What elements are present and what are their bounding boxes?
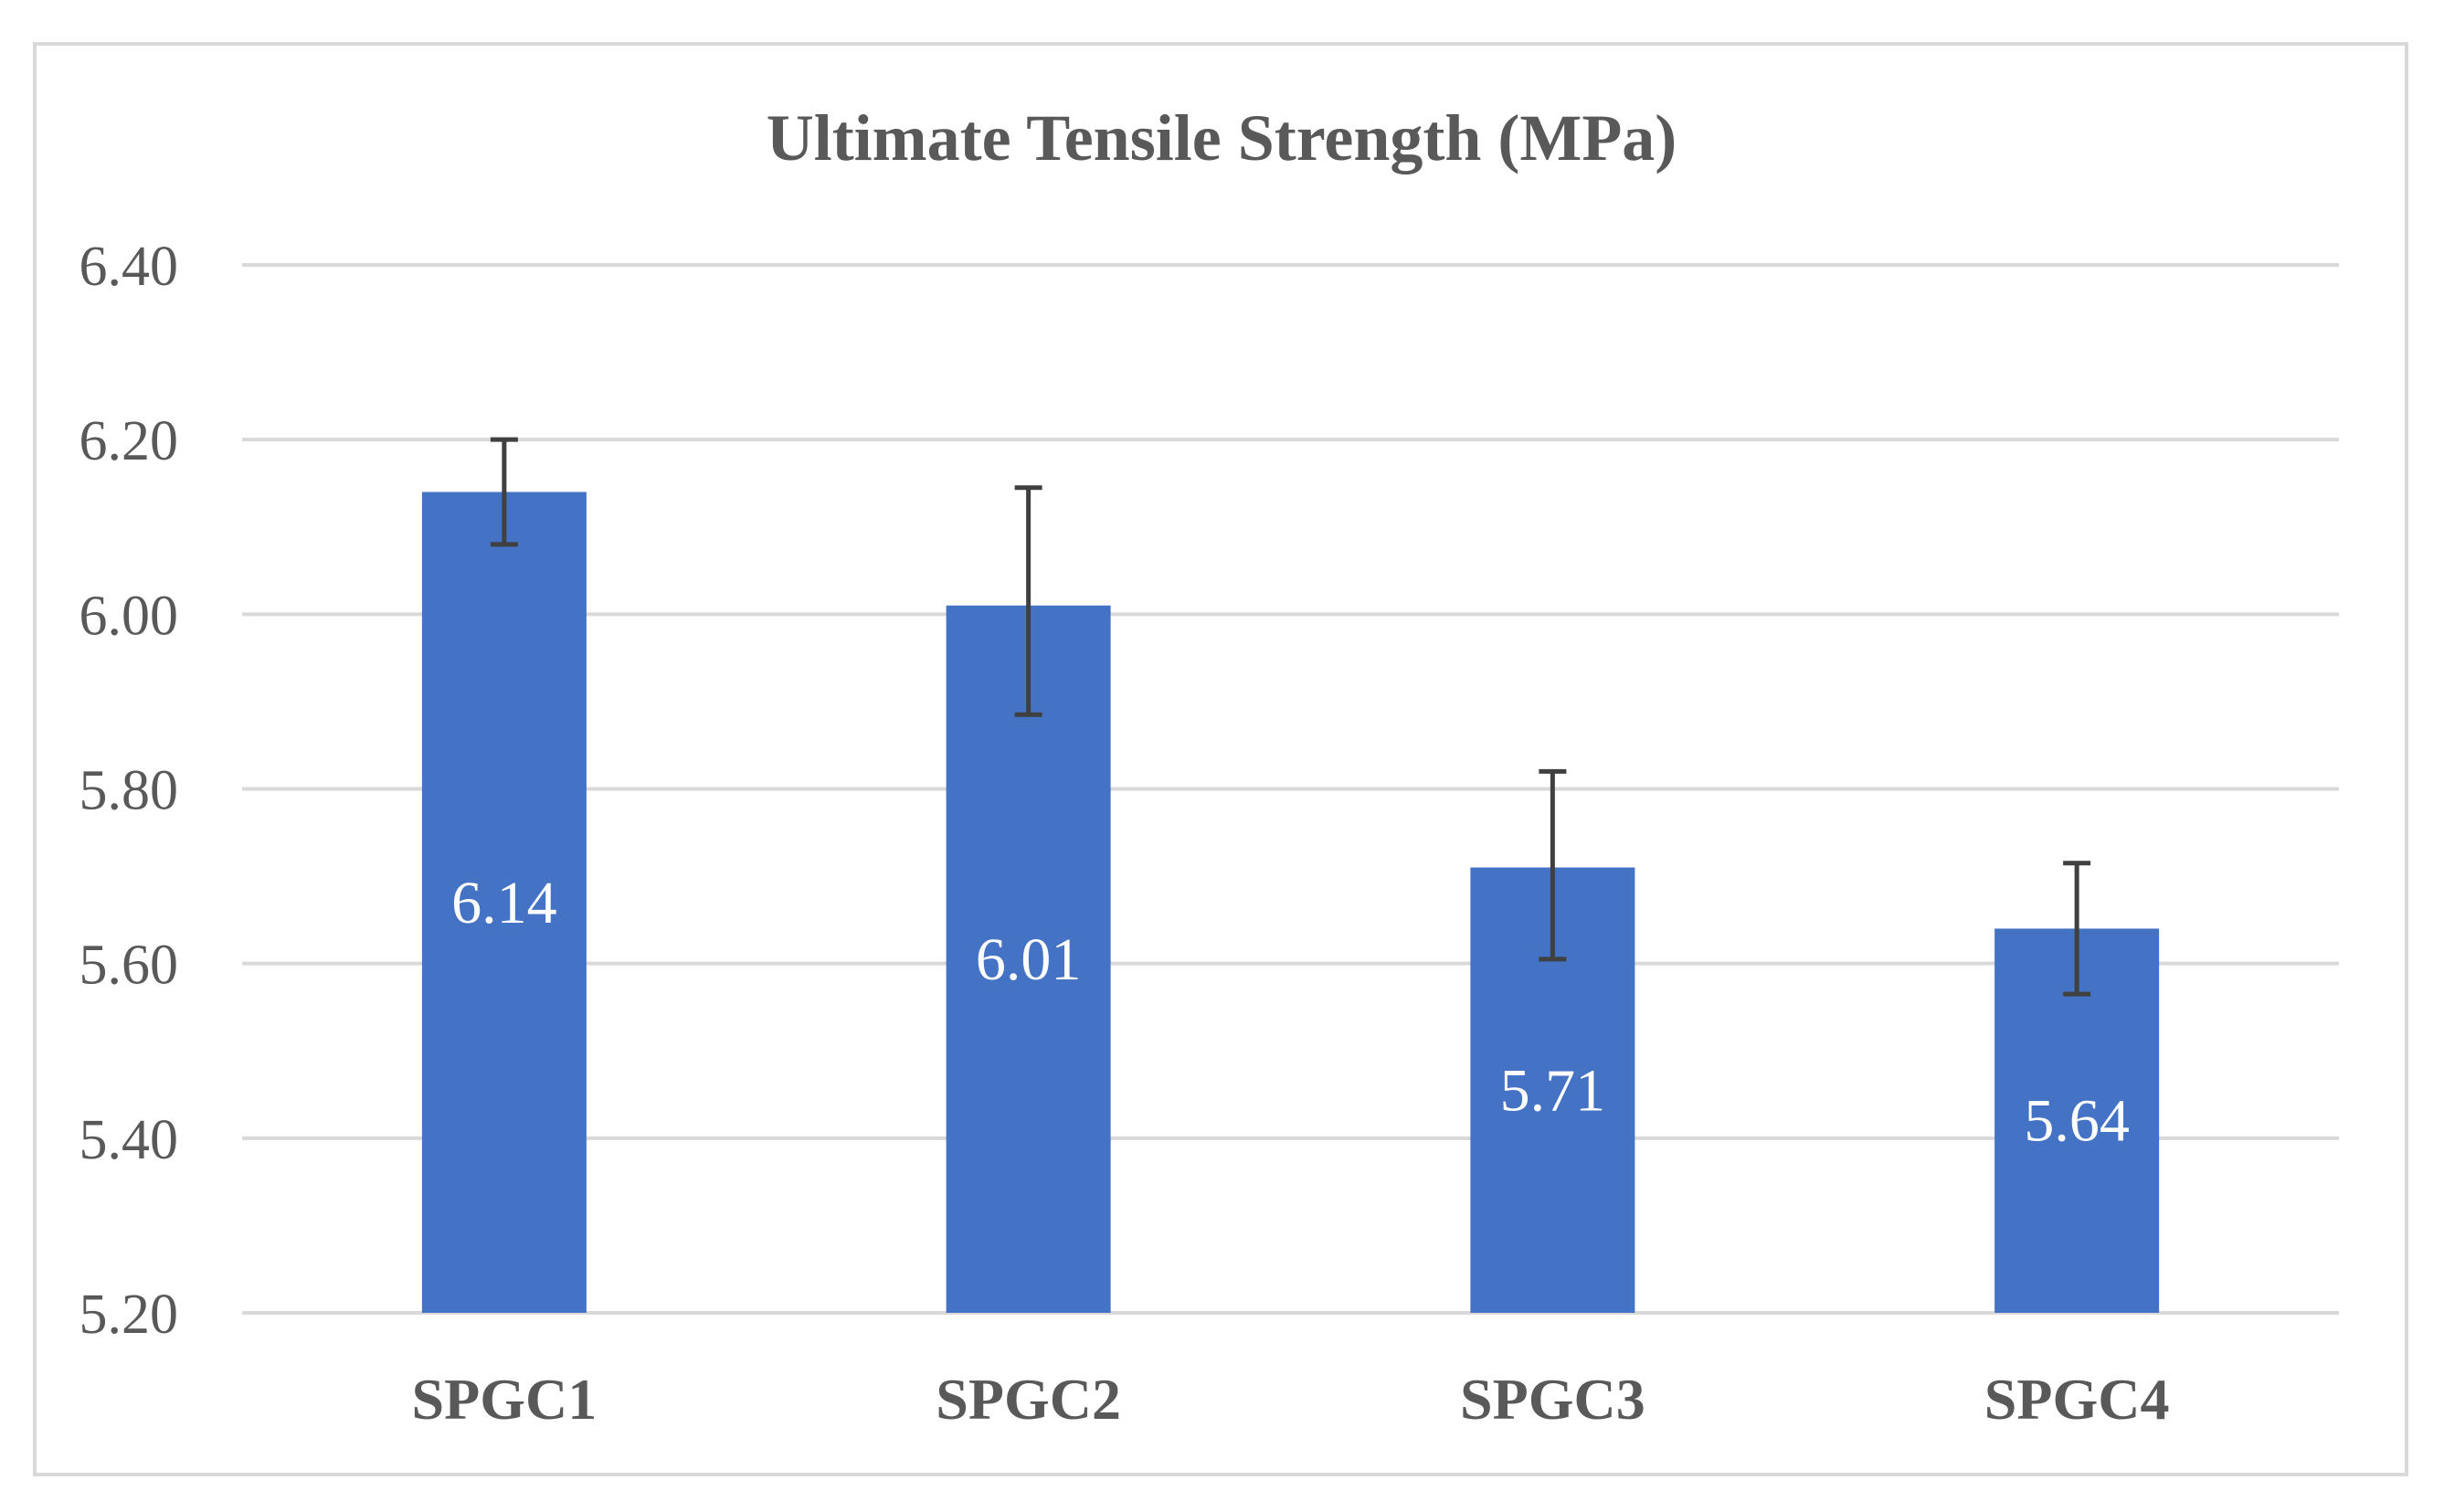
y-tick-label: 5.40: [79, 1109, 179, 1171]
y-tick-label: 5.60: [79, 935, 179, 997]
y-tick-label: 6.00: [79, 585, 179, 647]
bar-spgc2: [946, 605, 1111, 1313]
x-tick-label: SPGC3: [1460, 1367, 1645, 1432]
bar-spgc1: [421, 492, 587, 1313]
error-bar-spgc1: [490, 437, 518, 547]
x-tick-label: SPGC2: [936, 1367, 1121, 1432]
chart-title: Ultimate Tensile Strength (MPa): [767, 101, 1677, 174]
y-tick-label: 6.40: [79, 236, 179, 298]
data-labels: 6.14 6.01 5.71 5.64: [451, 870, 2130, 1155]
x-tick-label: SPGC4: [1984, 1367, 2170, 1432]
y-tick-label: 5.80: [79, 760, 179, 822]
data-label: 5.64: [2024, 1088, 2130, 1155]
y-tick-label: 5.20: [79, 1284, 179, 1346]
error-bar-spgc3: [1539, 768, 1567, 962]
error-bars: [490, 437, 2091, 997]
y-tick-label: 6.20: [79, 410, 179, 472]
x-tick-label: SPGC1: [412, 1367, 598, 1432]
data-label: 6.14: [451, 870, 557, 936]
bars: [421, 492, 2160, 1313]
error-bar-spgc4: [2063, 861, 2091, 997]
grid-lines: [242, 263, 2339, 1315]
data-label: 6.01: [976, 926, 1082, 993]
x-axis-tick-labels: SPGC1 SPGC2 SPGC3 SPGC4: [412, 1367, 2170, 1432]
y-axis-tick-labels: 5.20 5.40 5.60 5.80 6.00 6.20 6.40: [79, 236, 179, 1346]
data-label: 5.71: [1500, 1057, 1606, 1124]
error-bar-spgc2: [1014, 485, 1042, 717]
